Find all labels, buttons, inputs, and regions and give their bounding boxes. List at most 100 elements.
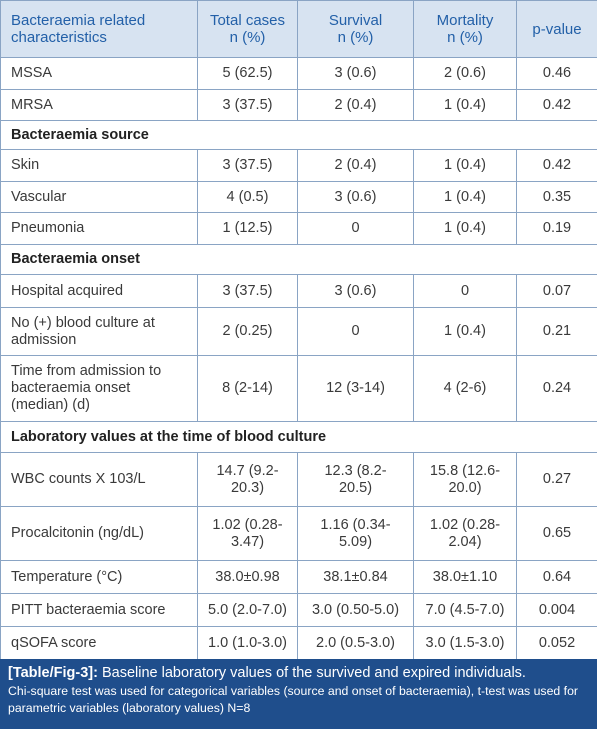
cell: 0	[297, 307, 414, 356]
section-cell: Bacteraemia onset	[0, 244, 597, 275]
cell: 0.42	[516, 149, 597, 182]
header-cell: Bacteraemia related characteristics	[0, 0, 198, 58]
header-text: Total cases	[209, 12, 286, 29]
cell: 3 (37.5)	[197, 149, 298, 182]
cell: 38.0±0.98	[197, 560, 298, 594]
header-cell: Total cases n (%)	[197, 0, 298, 58]
cell: 0.07	[516, 274, 597, 308]
cell: 5.0 (2.0-7.0)	[197, 593, 298, 627]
cell: 0.46	[516, 57, 597, 90]
data-row: Pneumonia 1 (12.5) 0 1 (0.4) 0.19	[0, 212, 597, 245]
data-row: Hospital acquired 3 (37.5) 3 (0.6) 0 0.07	[0, 274, 597, 308]
cell: 1.02 (0.28-2.04)	[413, 506, 517, 561]
cell: 7.0 (4.5-7.0)	[413, 593, 517, 627]
cell: 0.052	[516, 626, 597, 660]
header-row: Bacteraemia related characteristics Total …	[0, 0, 597, 58]
data-row: Procalcitonin (ng/dL) 1.02 (0.28-3.47) 1.1…	[0, 506, 597, 561]
header-cell: p-value	[516, 0, 597, 58]
data-row: Time from admission to bacteraemia onset…	[0, 355, 597, 422]
cell: 3.0 (0.50-5.0)	[297, 593, 414, 627]
cell: PITT bacteraemia score	[0, 593, 198, 627]
cell: 2 (0.4)	[297, 89, 414, 121]
cell: 1 (0.4)	[413, 89, 517, 121]
cell: Hospital acquired	[0, 274, 198, 308]
cell: Pneumonia	[0, 212, 198, 245]
caption-label: [Table/Fig-3]:	[8, 665, 98, 681]
caption-title: Baseline laboratory values of the surviv…	[101, 665, 526, 681]
header-text: Mortality	[436, 12, 494, 29]
caption: [Table/Fig-3]: Baseline laboratory value…	[0, 659, 597, 729]
section-row: Laboratory values at the time of blood c…	[0, 421, 597, 453]
cell: No (+) blood culture at admission	[0, 307, 198, 356]
header-cell: Survival n (%)	[297, 0, 414, 58]
caption-note: Chi-square test was used for categorical…	[8, 684, 579, 715]
section-cell: Bacteraemia source	[0, 120, 597, 150]
data-row: Skin 3 (37.5) 2 (0.4) 1 (0.4) 0.42	[0, 149, 597, 182]
cell: WBC counts X 103/L	[0, 452, 198, 507]
header-text: n (%)	[337, 29, 374, 46]
data-row: Vascular 4 (0.5) 3 (0.6) 1 (0.4) 0.35	[0, 181, 597, 213]
cell: 5 (62.5)	[197, 57, 298, 90]
cell: 0.21	[516, 307, 597, 356]
data-row: WBC counts X 103/L 14.7 (9.2-20.3) 12.3 (8…	[0, 452, 597, 507]
section-row: Bacteraemia source	[0, 120, 597, 150]
cell: 2 (0.25)	[197, 307, 298, 356]
data-row: MSSA 5 (62.5) 3 (0.6) 2 (0.6) 0.46	[0, 57, 597, 90]
data-row: qSOFA score 1.0 (1.0-3.0) 2.0 (0.5-3.0) 3.0…	[0, 626, 597, 660]
cell: Temperature (°C)	[0, 560, 198, 594]
cell: 0.64	[516, 560, 597, 594]
cell: 15.8 (12.6-20.0)	[413, 452, 517, 507]
cell: 3 (0.6)	[297, 57, 414, 90]
cell: Vascular	[0, 181, 198, 213]
cell: 1 (12.5)	[197, 212, 298, 245]
cell: 1.02 (0.28-3.47)	[197, 506, 298, 561]
data-row: Temperature (°C) 38.0±0.98 38.1±0.84 38.0±1…	[0, 560, 597, 594]
cell: 0.27	[516, 452, 597, 507]
cell: MRSA	[0, 89, 198, 121]
cell: 2 (0.4)	[297, 149, 414, 182]
cell: 3 (0.6)	[297, 181, 414, 213]
cell: 38.0±1.10	[413, 560, 517, 594]
cell: 1.16 (0.34-5.09)	[297, 506, 414, 561]
cell: 4 (2-6)	[413, 355, 517, 422]
data-row: PITT bacteraemia score 5.0 (2.0-7.0) 3.0 (…	[0, 593, 597, 627]
cell: 3 (37.5)	[197, 274, 298, 308]
cell: 38.1±0.84	[297, 560, 414, 594]
cell: 3 (0.6)	[297, 274, 414, 308]
cell: 0.65	[516, 506, 597, 561]
header-text: n (%)	[447, 29, 483, 46]
cell: 1.0 (1.0-3.0)	[197, 626, 298, 660]
cell: 0	[413, 274, 517, 308]
cell: 12 (3-14)	[297, 355, 414, 422]
cell: 1 (0.4)	[413, 149, 517, 182]
cell: 1 (0.4)	[413, 181, 517, 213]
cell: 0.19	[516, 212, 597, 245]
cell: 3 (37.5)	[197, 89, 298, 121]
cell: 0.24	[516, 355, 597, 422]
cell: 12.3 (8.2-20.5)	[297, 452, 414, 507]
cell: 3.0 (1.5-3.0)	[413, 626, 517, 660]
header-text: p-value	[532, 20, 582, 38]
cell: Procalcitonin (ng/dL)	[0, 506, 198, 561]
cell: 8 (2-14)	[197, 355, 298, 422]
cell: 4 (0.5)	[197, 181, 298, 213]
header-text: n (%)	[229, 29, 266, 46]
cell: qSOFA score	[0, 626, 198, 660]
cell: 1 (0.4)	[413, 212, 517, 245]
data-table: Bacteraemia related characteristics Total …	[0, 0, 597, 660]
header-cell: Mortality n (%)	[413, 0, 517, 58]
cell: 0.004	[516, 593, 597, 627]
cell: Time from admission to bacteraemia onset…	[0, 355, 198, 422]
cell: 2 (0.6)	[413, 57, 517, 90]
header-text: Survival	[328, 12, 383, 29]
section-cell: Laboratory values at the time of blood c…	[0, 421, 597, 453]
cell: 0.42	[516, 89, 597, 121]
cell: 14.7 (9.2-20.3)	[197, 452, 298, 507]
cell: MSSA	[0, 57, 198, 90]
cell: 0	[297, 212, 414, 245]
header-text: Bacteraemia related	[11, 12, 146, 29]
header-text: characteristics	[11, 29, 107, 46]
cell: 1 (0.4)	[413, 307, 517, 356]
data-row: No (+) blood culture at admission 2 (0.25…	[0, 307, 597, 356]
